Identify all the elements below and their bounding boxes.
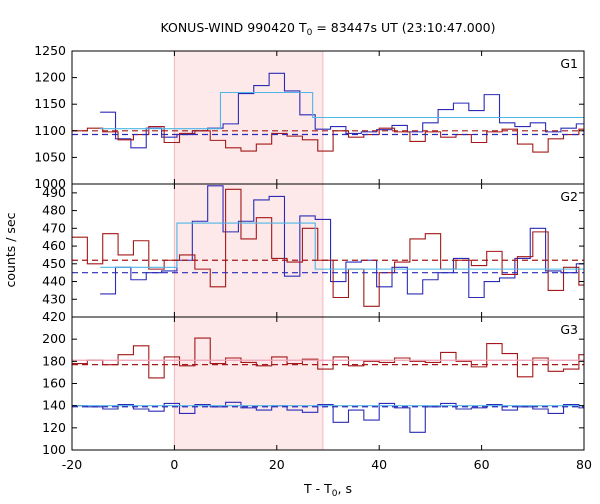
x-tick-label: 60 bbox=[474, 457, 490, 472]
panel-g2-series-2-cyan-step bbox=[100, 222, 584, 270]
panel-g3-ytick-label: 180 bbox=[42, 353, 66, 368]
panel-g1-series-2-cyan-step bbox=[100, 91, 584, 130]
x-tick-label: 80 bbox=[576, 457, 592, 472]
x-axis-label: T - T0, s bbox=[303, 481, 352, 499]
panel-g2-series-1-red-step bbox=[72, 188, 584, 307]
x-tick-label: -20 bbox=[62, 457, 82, 472]
panel-g3-frame bbox=[71, 316, 585, 451]
panel-g2-ytick-label: 440 bbox=[42, 274, 66, 289]
panel-g2-ytick-label: 450 bbox=[42, 256, 66, 271]
x-tick-label: 40 bbox=[371, 457, 387, 472]
panel-g2-ytick-label: 490 bbox=[42, 185, 66, 200]
panel-g2-series-0-blue-step bbox=[100, 185, 584, 299]
panel-g3-ytick-label: 120 bbox=[42, 420, 66, 435]
chart-title: KONUS-WIND 990420 T0 = 83447s UT (23:10:… bbox=[160, 20, 495, 38]
x-tick-label: 20 bbox=[269, 457, 285, 472]
panel-g3-ytick-label: 200 bbox=[42, 331, 66, 346]
panel-g1-ytick-label: 1100 bbox=[34, 123, 66, 138]
panel-g2-ytick-label: 420 bbox=[42, 309, 66, 324]
panel-g2-ytick-label: 460 bbox=[42, 238, 66, 253]
panel-g2-ytick-label: 470 bbox=[42, 220, 66, 235]
shaded-interval bbox=[174, 51, 323, 450]
panel-g3-ytick-label: 140 bbox=[42, 398, 66, 413]
panel-g1-label: G1 bbox=[560, 56, 578, 71]
panel-g3-ytick-label: 160 bbox=[42, 376, 66, 391]
panel-g1-ytick-label: 1150 bbox=[34, 96, 66, 111]
panel-g3-ytick-label: 100 bbox=[42, 442, 66, 457]
panel-g2-ytick-label: 430 bbox=[42, 291, 66, 306]
panel-g1-ytick-label: 1000 bbox=[34, 176, 66, 191]
panel-g3-series-0-blue-step bbox=[72, 401, 584, 433]
panel-g3-series-1-red-step bbox=[72, 337, 584, 379]
panel-g1-ytick-label: 1050 bbox=[34, 149, 66, 164]
x-tick-label: 0 bbox=[170, 457, 178, 472]
panel-g1-ytick-label: 1200 bbox=[34, 70, 66, 85]
panel-g2-ytick-label: 480 bbox=[42, 203, 66, 218]
panel-g1-ytick-label: 1250 bbox=[34, 43, 66, 58]
y-axis-label: counts / sec bbox=[3, 212, 18, 287]
panel-g3-label: G3 bbox=[560, 322, 578, 337]
plot-layer: 100010501100115012001250G142043044045046… bbox=[34, 43, 592, 472]
panel-g2-label: G2 bbox=[560, 189, 578, 204]
